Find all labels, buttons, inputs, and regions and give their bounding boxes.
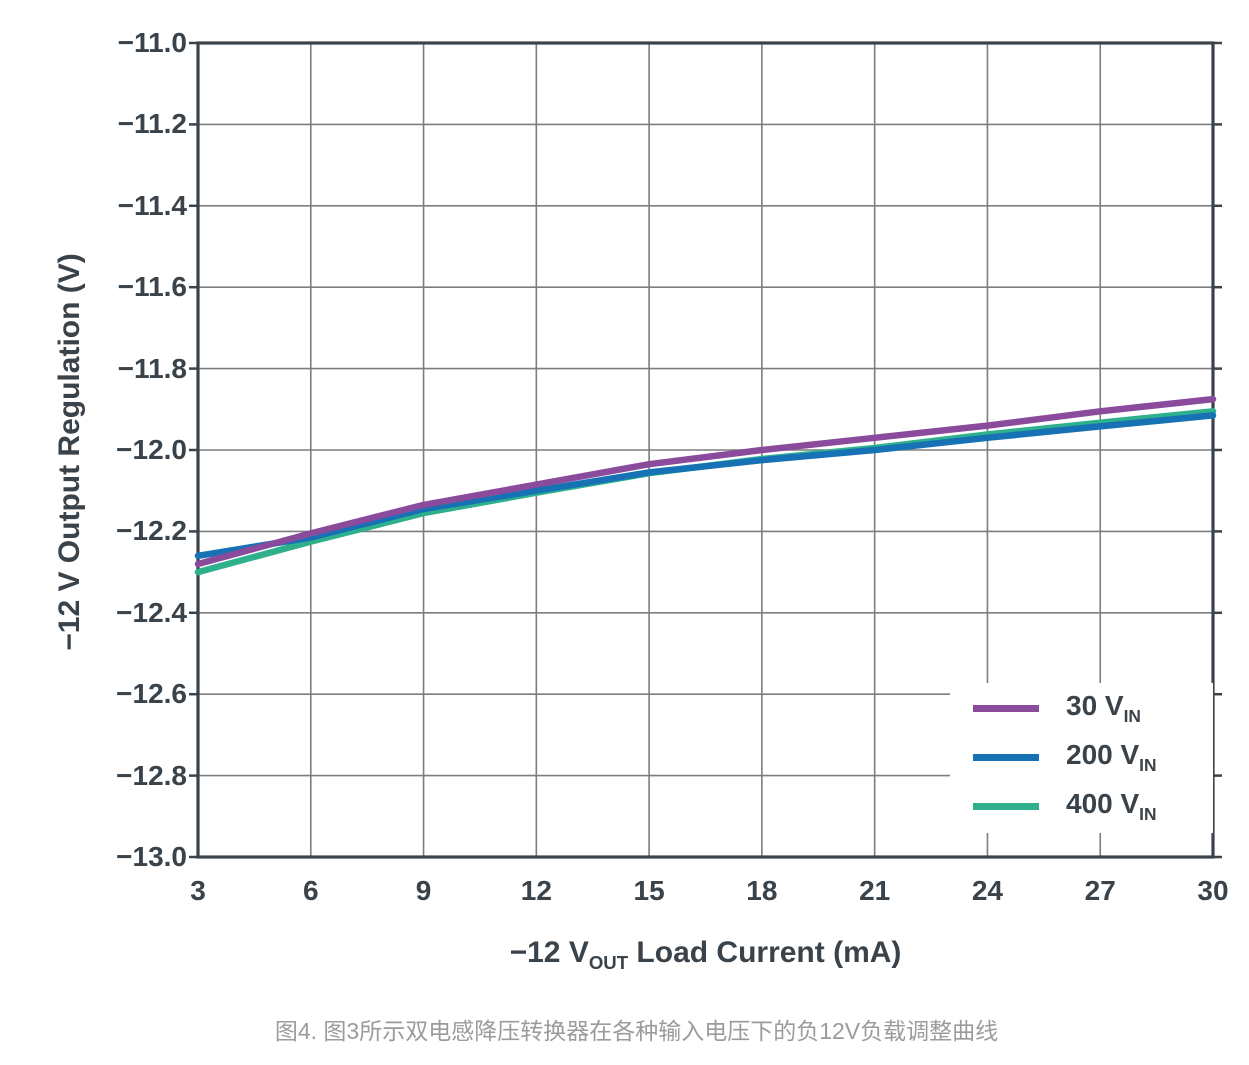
figure-caption: 图4. 图3所示双电感降压转换器在各种输入电压下的负12V负载调整曲线	[274, 1018, 999, 1044]
y-tick-label: −11.8	[117, 352, 187, 384]
x-axis-title-post: Load Current (mA)	[628, 936, 902, 969]
series-line-30vin	[194, 395, 1217, 568]
y-tick-label: −12.6	[116, 678, 187, 710]
x-axis-title-pre: −12 V	[509, 936, 589, 969]
legend-label-text: 400 V	[1066, 787, 1140, 819]
legend-label-200vin: 200 VIN	[1066, 739, 1157, 776]
legend-label-text: 30 V	[1066, 689, 1124, 721]
legend-label-subscript: IN	[1139, 803, 1157, 824]
x-tick-label: 24	[971, 875, 1004, 906]
x-tick-label: 27	[1084, 875, 1116, 906]
y-tick-label: −13.0	[116, 841, 187, 872]
legend-label-text: 200 V	[1066, 738, 1140, 770]
legend-swatch-30vin	[973, 704, 1039, 712]
legend-item-30vin: 30 VIN	[950, 685, 1213, 731]
legend-swatch-200vin	[973, 753, 1039, 761]
legend-label-400vin: 400 VIN	[1066, 788, 1157, 825]
x-tick-label: 12	[520, 875, 552, 906]
x-tick-label: 3	[190, 875, 206, 906]
x-tick-label: 21	[859, 875, 891, 906]
x-axis-title: −12 VOUT Load Current (mA)	[198, 936, 1213, 974]
x-tick-label: 15	[633, 875, 665, 906]
x-tick-label: 18	[746, 875, 778, 906]
y-tick-label: −12.0	[116, 434, 187, 465]
legend-label-subscript: IN	[1123, 705, 1141, 726]
x-tick-label: 9	[415, 875, 432, 906]
legend-swatch-400vin	[973, 802, 1039, 810]
y-tick-label: −12.2	[116, 515, 187, 547]
plot-border	[196, 41, 1215, 859]
legend-item-400vin: 400 VIN	[950, 783, 1213, 829]
y-tick-label: −11.6	[117, 271, 187, 303]
x-tick-label: 30	[1197, 875, 1229, 906]
series-line-200vin	[194, 412, 1217, 560]
legend-label-30vin: 30 VIN	[1066, 690, 1141, 727]
y-tick-label: −11.0	[117, 27, 187, 58]
y-tick-label: −12.4	[116, 596, 187, 628]
legend: 30 VIN 200 VIN 400 VIN	[950, 683, 1213, 833]
x-axis-title-subscript: OUT	[588, 952, 629, 973]
legend-item-200vin: 200 VIN	[950, 734, 1213, 780]
y-tick-label: −11.2	[117, 108, 187, 140]
x-tick-label: 6	[302, 875, 319, 906]
series-line-400vin	[194, 408, 1217, 576]
y-axis-title: −12 V Output Regulation (V)	[53, 253, 86, 651]
legend-label-subscript: IN	[1139, 754, 1157, 775]
y-tick-label: −11.4	[117, 189, 187, 221]
y-tick-label: −12.8	[116, 759, 187, 791]
